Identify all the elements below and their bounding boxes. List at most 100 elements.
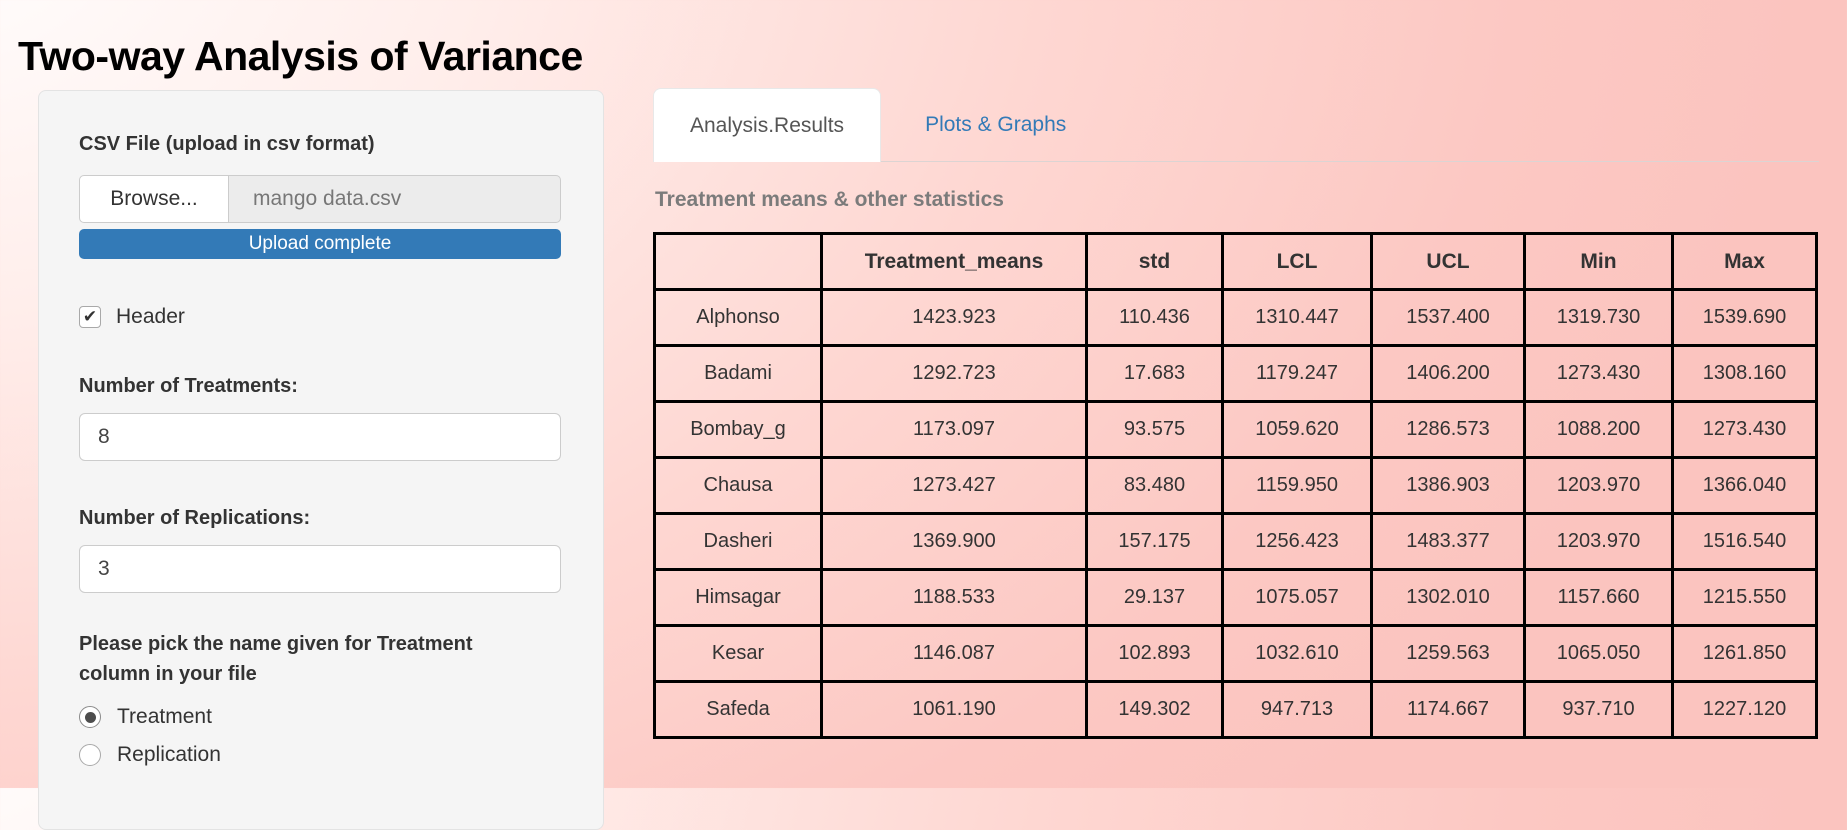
radio-dot-icon bbox=[84, 711, 96, 723]
value-cell: 1292.723 bbox=[820, 344, 1088, 403]
upload-progress-bar: Upload complete bbox=[79, 229, 561, 259]
value-cell: 1159.950 bbox=[1221, 456, 1373, 515]
value-cell: 93.575 bbox=[1085, 400, 1224, 459]
tab-analysis-results[interactable]: Analysis.Results bbox=[653, 88, 882, 162]
row-name-cell: Safeda bbox=[653, 680, 823, 739]
value-cell: 157.175 bbox=[1085, 512, 1224, 571]
table-row: Bombay_g 1173.097 93.575 1059.620 1286.573 10… bbox=[653, 400, 1818, 459]
replications-label: Number of Replications: bbox=[79, 507, 311, 529]
treatment-radio-label: Treatment bbox=[117, 705, 212, 728]
value-cell: 1215.550 bbox=[1671, 568, 1818, 627]
file-input-group: Browse... mango data.csv bbox=[79, 175, 561, 223]
tab-bar: Analysis.Results Plots & Graphs bbox=[653, 88, 1819, 162]
sidebar-panel: CSV File (upload in csv format) Browse..… bbox=[38, 90, 604, 830]
value-cell: 1259.563 bbox=[1370, 624, 1526, 683]
value-cell: 1319.730 bbox=[1523, 288, 1674, 347]
column-header: Min bbox=[1523, 232, 1674, 291]
value-cell: 1386.903 bbox=[1370, 456, 1526, 515]
value-cell: 1273.430 bbox=[1671, 400, 1818, 459]
column-header: LCL bbox=[1221, 232, 1373, 291]
value-cell: 1537.400 bbox=[1370, 288, 1526, 347]
value-cell: 1157.660 bbox=[1523, 568, 1674, 627]
value-cell: 1203.970 bbox=[1523, 456, 1674, 515]
column-header: std bbox=[1085, 232, 1224, 291]
value-cell: 1146.087 bbox=[820, 624, 1088, 683]
browse-button[interactable]: Browse... bbox=[79, 175, 229, 223]
value-cell: 1273.427 bbox=[820, 456, 1088, 515]
treatments-label: Number of Treatments: bbox=[79, 375, 298, 397]
replications-input[interactable] bbox=[79, 545, 561, 593]
file-name-field[interactable]: mango data.csv bbox=[229, 175, 561, 223]
stats-table: Treatment_means std LCL UCL Min Max Alphonso 1… bbox=[653, 232, 1818, 739]
value-cell: 110.436 bbox=[1085, 288, 1224, 347]
value-cell: 1227.120 bbox=[1671, 680, 1818, 739]
value-cell: 1366.040 bbox=[1671, 456, 1818, 515]
column-header: UCL bbox=[1370, 232, 1526, 291]
column-header bbox=[653, 232, 823, 291]
column-header: Treatment_means bbox=[820, 232, 1088, 291]
header-checkbox-row[interactable]: ✔ Header bbox=[79, 305, 561, 329]
value-cell: 1516.540 bbox=[1671, 512, 1818, 571]
value-cell: 1308.160 bbox=[1671, 344, 1818, 403]
value-cell: 1302.010 bbox=[1370, 568, 1526, 627]
csv-file-label: CSV File (upload in csv format) bbox=[79, 133, 375, 155]
table-row: Safeda 1061.190 149.302 947.713 1174.667 937.… bbox=[653, 680, 1818, 739]
value-cell: 1059.620 bbox=[1221, 400, 1373, 459]
treatment-radio[interactable] bbox=[79, 706, 101, 728]
value-cell: 1203.970 bbox=[1523, 512, 1674, 571]
value-cell: 102.893 bbox=[1085, 624, 1224, 683]
value-cell: 1256.423 bbox=[1221, 512, 1373, 571]
value-cell: 1188.533 bbox=[820, 568, 1088, 627]
value-cell: 1075.057 bbox=[1221, 568, 1373, 627]
value-cell: 1369.900 bbox=[820, 512, 1088, 571]
value-cell: 1539.690 bbox=[1671, 288, 1818, 347]
value-cell: 1483.377 bbox=[1370, 512, 1526, 571]
page-title: Two-way Analysis of Variance bbox=[18, 33, 583, 80]
stats-table-body: Alphonso 1423.923 110.436 1310.447 1537.400 1… bbox=[653, 288, 1818, 739]
section-title: Treatment means & other statistics bbox=[655, 188, 1004, 211]
row-name-cell: Bombay_g bbox=[653, 400, 823, 459]
main-panel: Analysis.Results Plots & Graphs Treatmen… bbox=[653, 88, 1819, 739]
replication-radio[interactable] bbox=[79, 744, 101, 766]
value-cell: 1088.200 bbox=[1523, 400, 1674, 459]
header-checkbox-label: Header bbox=[116, 305, 185, 328]
row-name-cell: Chausa bbox=[653, 456, 823, 515]
stats-table-header-row: Treatment_means std LCL UCL Min Max bbox=[653, 232, 1818, 291]
row-name-cell: Dasheri bbox=[653, 512, 823, 571]
table-row: Badami 1292.723 17.683 1179.247 1406.200 1273… bbox=[653, 344, 1818, 403]
table-row: Dasheri 1369.900 157.175 1256.423 1483.377 12… bbox=[653, 512, 1818, 571]
value-cell: 1286.573 bbox=[1370, 400, 1526, 459]
value-cell: 29.137 bbox=[1085, 568, 1224, 627]
value-cell: 1032.610 bbox=[1221, 624, 1373, 683]
value-cell: 1406.200 bbox=[1370, 344, 1526, 403]
table-row: Alphonso 1423.923 110.436 1310.447 1537.400 1… bbox=[653, 288, 1818, 347]
value-cell: 17.683 bbox=[1085, 344, 1224, 403]
tab-plots-graphs[interactable]: Plots & Graphs bbox=[925, 112, 1067, 136]
value-cell: 149.302 bbox=[1085, 680, 1224, 739]
replication-radio-label: Replication bbox=[117, 743, 221, 766]
table-row: Himsagar 1188.533 29.137 1075.057 1302.010 11… bbox=[653, 568, 1818, 627]
row-name-cell: Kesar bbox=[653, 624, 823, 683]
value-cell: 937.710 bbox=[1523, 680, 1674, 739]
treatments-input[interactable] bbox=[79, 413, 561, 461]
header-checkbox-box[interactable]: ✔ bbox=[79, 306, 101, 328]
value-cell: 1065.050 bbox=[1523, 624, 1674, 683]
value-cell: 1061.190 bbox=[820, 680, 1088, 739]
column-header: Max bbox=[1671, 232, 1818, 291]
value-cell: 1261.850 bbox=[1671, 624, 1818, 683]
value-cell: 1423.923 bbox=[820, 288, 1088, 347]
value-cell: 1174.667 bbox=[1370, 680, 1526, 739]
table-row: Kesar 1146.087 102.893 1032.610 1259.563 1065… bbox=[653, 624, 1818, 683]
value-cell: 1179.247 bbox=[1221, 344, 1373, 403]
table-row: Chausa 1273.427 83.480 1159.950 1386.903 1203… bbox=[653, 456, 1818, 515]
treatment-column-pick-label: Please pick the name given for Treatment… bbox=[79, 633, 473, 685]
row-name-cell: Alphonso bbox=[653, 288, 823, 347]
value-cell: 947.713 bbox=[1221, 680, 1373, 739]
value-cell: 1273.430 bbox=[1523, 344, 1674, 403]
value-cell: 1173.097 bbox=[820, 400, 1088, 459]
row-name-cell: Himsagar bbox=[653, 568, 823, 627]
value-cell: 83.480 bbox=[1085, 456, 1224, 515]
radio-option-replication[interactable]: Replication bbox=[79, 743, 561, 767]
radio-option-treatment[interactable]: Treatment bbox=[79, 705, 561, 729]
row-name-cell: Badami bbox=[653, 344, 823, 403]
